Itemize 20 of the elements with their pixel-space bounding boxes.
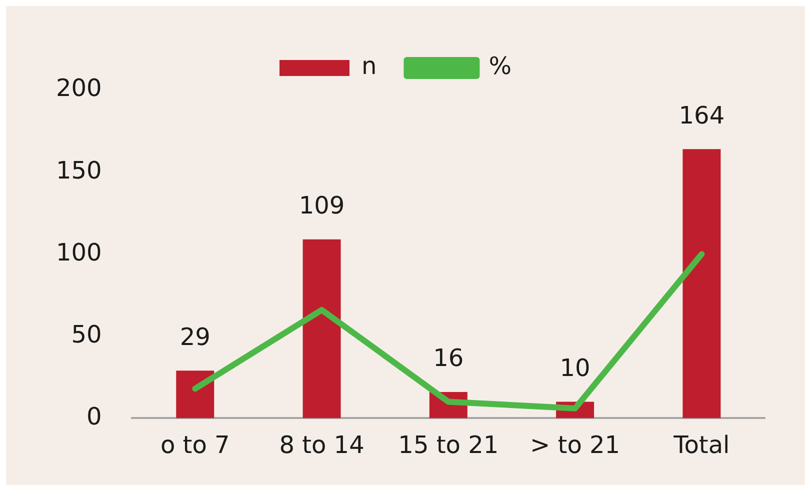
- x-tick-label: 8 to 14: [279, 430, 364, 459]
- bar: [682, 149, 721, 418]
- legend-label: n: [361, 52, 377, 80]
- x-tick-label: > to 21: [530, 430, 620, 459]
- y-tick-label: 100: [56, 238, 102, 266]
- y-tick-label: 150: [56, 156, 102, 184]
- y-tick-label: 0: [86, 402, 102, 430]
- x-tick-label: o to 7: [160, 430, 230, 459]
- x-tick-label: 15 to 21: [398, 430, 499, 459]
- data-label: 109: [298, 192, 345, 220]
- bar: [176, 370, 214, 418]
- bar: [302, 239, 341, 418]
- legend-label: %: [488, 52, 512, 80]
- y-tick-label: 50: [71, 320, 102, 348]
- x-tick-label: Total: [672, 430, 730, 459]
- data-label: 10: [560, 354, 590, 382]
- data-label: 16: [433, 344, 464, 372]
- data-label: 29: [180, 322, 210, 351]
- data-label: 164: [678, 101, 725, 130]
- y-tick-label: 200: [56, 74, 102, 102]
